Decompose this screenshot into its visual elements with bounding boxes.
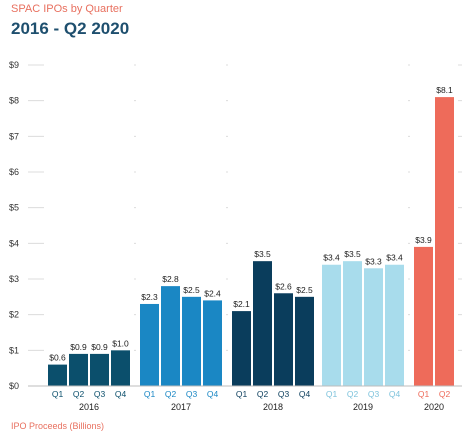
- quarter-label: Q2: [257, 389, 269, 399]
- y-tick-label: $6: [9, 167, 19, 177]
- year-label: 2017: [171, 402, 191, 412]
- quarter-label: Q3: [186, 389, 198, 399]
- y-tick-label: $3: [9, 274, 19, 284]
- quarter-label: Q3: [368, 389, 380, 399]
- y-axis: $0 $1 $2 $3 $4 $5 $6 $7 $8 $9: [9, 60, 19, 391]
- bar-value-label: $2.5: [296, 285, 313, 295]
- quarter-label: Q1: [144, 389, 156, 399]
- quarter-label: Q1: [236, 389, 248, 399]
- quarter-label: Q4: [115, 389, 127, 399]
- bar-value-label: $2.8: [162, 274, 179, 284]
- bar-2017-q4: [203, 300, 222, 386]
- quarter-label: Q4: [299, 389, 311, 399]
- bar-value-label: $0.9: [91, 342, 108, 352]
- bars: $0.6 $0.9 $0.9 $1.0 $2.3 $2.8 $2.5 $2.4 $2.1 $3.5…: [48, 85, 454, 386]
- y-tick-label: $2: [9, 310, 19, 320]
- x-axis: Q1 Q2 Q3 Q4 2016 Q1 Q2 Q3 Q4 2017 Q1 Q2 Q3 Q4 2018 Q1 Q2…: [28, 385, 462, 412]
- bar-2019-q4: [385, 264, 404, 386]
- bar-value-label: $2.3: [141, 292, 158, 302]
- bar-value-label: $3.4: [323, 253, 340, 263]
- bar-2020-q2: [435, 97, 454, 386]
- quarter-label: Q1: [52, 389, 64, 399]
- bar-2017-q2: [161, 286, 180, 386]
- year-label: 2018: [263, 402, 283, 412]
- bar-2016-q2: [69, 353, 88, 386]
- bar-2018-q2: [253, 261, 272, 386]
- bar-2016-q1: [48, 364, 67, 386]
- quarter-label: Q1: [326, 389, 338, 399]
- bar-2019-q1: [322, 264, 341, 386]
- bar-value-label: $8.1: [436, 85, 453, 95]
- y-tick-label: $7: [9, 131, 19, 141]
- y-tick-label: $8: [9, 96, 19, 106]
- bar-value-label: $3.9: [415, 235, 432, 245]
- bar-value-label: $3.4: [386, 253, 403, 263]
- year-band: [44, 63, 134, 386]
- bar-2018-q3: [274, 293, 293, 386]
- bar-2017-q3: [182, 296, 201, 386]
- year-label: 2019: [353, 402, 373, 412]
- bar-value-label: $3.5: [254, 249, 271, 259]
- y-tick-label: $9: [9, 60, 19, 70]
- bar-value-label: $1.0: [112, 338, 129, 348]
- y-tick-label: $4: [9, 238, 19, 248]
- bar-2018-q4: [295, 296, 314, 386]
- bar-2020-q1: [414, 246, 433, 386]
- y-tick-label: $0: [9, 381, 19, 391]
- bar-2017-q1: [140, 303, 159, 386]
- quarter-label: Q3: [278, 389, 290, 399]
- bar-2019-q3: [364, 268, 383, 386]
- bar-value-label: $0.9: [70, 342, 87, 352]
- bar-value-label: $2.4: [204, 288, 221, 298]
- quarter-label: Q3: [94, 389, 106, 399]
- bar-value-label: $3.5: [344, 249, 361, 259]
- quarter-label: Q4: [207, 389, 219, 399]
- year-label: 2020: [424, 402, 444, 412]
- year-label: 2016: [79, 402, 99, 412]
- bar-value-label: $3.3: [365, 256, 382, 266]
- bar-value-label: $2.5: [183, 285, 200, 295]
- chart-subtitle: SPAC IPOs by Quarter: [11, 3, 123, 15]
- y-axis-unit-note: IPO Proceeds (Billions): [11, 421, 105, 431]
- bar-value-label: $2.6: [275, 281, 292, 291]
- quarter-label: Q2: [439, 389, 451, 399]
- bar-value-label: $0.6: [49, 353, 66, 363]
- y-tick-label: $5: [9, 203, 19, 213]
- quarter-label: Q4: [389, 389, 401, 399]
- bar-2016-q3: [90, 353, 109, 386]
- quarter-label: Q2: [347, 389, 359, 399]
- bar-2019-q2: [343, 261, 362, 386]
- bar-value-label: $2.1: [233, 299, 250, 309]
- chart-title: 2016 - Q2 2020: [11, 19, 130, 38]
- quarter-label: Q1: [418, 389, 430, 399]
- quarter-label: Q2: [73, 389, 85, 399]
- bar-2018-q1: [232, 311, 251, 386]
- quarter-label: Q2: [165, 389, 177, 399]
- bar-2016-q4: [111, 350, 130, 386]
- y-tick-label: $1: [9, 345, 19, 355]
